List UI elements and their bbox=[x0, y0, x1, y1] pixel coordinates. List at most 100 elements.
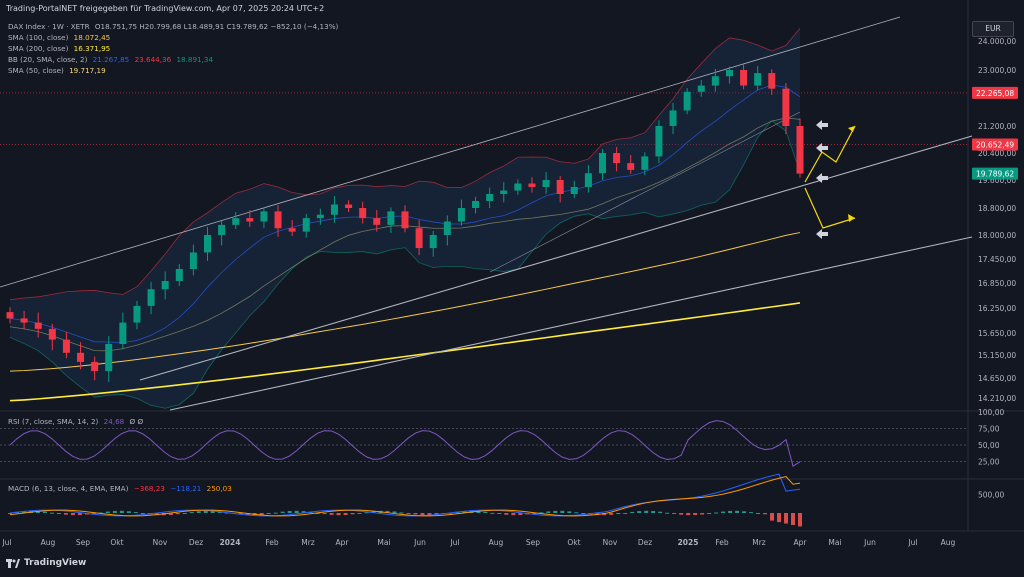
price-tick-label: 15.150,00 bbox=[978, 351, 1016, 360]
macd-histogram-bar bbox=[357, 513, 362, 514]
macd-histogram-bar bbox=[140, 513, 145, 514]
macd-histogram-bar bbox=[406, 513, 411, 514]
macd-histogram-bar bbox=[707, 513, 712, 514]
candle-body bbox=[683, 91, 691, 111]
rsi-tick-label: 25,00 bbox=[978, 458, 1000, 467]
sma200-line bbox=[9, 302, 801, 402]
time-tick-label: Aug bbox=[489, 538, 504, 547]
candle-body bbox=[570, 187, 578, 194]
price-badge-label: 20.652,49 bbox=[976, 140, 1014, 149]
macd-signal-line bbox=[9, 475, 801, 517]
macd-histogram-bar bbox=[532, 513, 537, 514]
time-tick-label: Nov bbox=[153, 538, 168, 547]
macd-histogram-bar bbox=[35, 510, 40, 513]
candle-body bbox=[669, 110, 677, 126]
price-badge-label: 22.265,08 bbox=[976, 89, 1014, 98]
inner-trend-line bbox=[489, 111, 801, 273]
macd-histogram-bar bbox=[294, 510, 299, 513]
macd-histogram-bar bbox=[280, 511, 285, 513]
price-tick-label: 16.850,00 bbox=[978, 279, 1016, 288]
macd-histogram-bar bbox=[203, 510, 208, 513]
time-tick-label: Sep bbox=[76, 538, 90, 547]
bb-lower-line bbox=[9, 120, 801, 409]
macd-histogram-bar bbox=[497, 513, 502, 514]
macd-histogram-bar bbox=[238, 513, 243, 515]
candle-body bbox=[232, 218, 240, 225]
macd-histogram-bar bbox=[616, 513, 621, 515]
candle-body bbox=[246, 218, 254, 222]
left-arrow-icon bbox=[816, 173, 828, 183]
channel-bottom-line bbox=[169, 236, 973, 411]
candle-body bbox=[782, 88, 790, 126]
currency-button[interactable]: EUR bbox=[972, 21, 1014, 37]
candle-body bbox=[528, 183, 536, 187]
candle-body bbox=[6, 312, 14, 319]
macd-histogram-bar bbox=[784, 513, 789, 524]
time-tick-label: 2024 bbox=[220, 538, 241, 547]
macd-histogram-bar bbox=[763, 513, 768, 515]
macd-histogram-bar bbox=[462, 511, 467, 513]
left-arrow-icon bbox=[816, 143, 828, 153]
left-arrow-icon bbox=[816, 120, 828, 130]
time-tick-label: Apr bbox=[794, 538, 808, 547]
macd-histogram-bar bbox=[77, 513, 82, 516]
price-tick-label: 24.000,00 bbox=[978, 37, 1016, 46]
price-badge bbox=[972, 167, 1018, 180]
time-tick-label: Jun bbox=[413, 538, 426, 547]
macd-histogram-bar bbox=[665, 512, 670, 514]
macd-legend: MACD (6, 13, close, 4, EMA, EMA) −368,23… bbox=[8, 484, 232, 493]
macd-histogram-bar bbox=[623, 512, 628, 514]
macd-histogram-bar bbox=[336, 513, 341, 516]
candle-body bbox=[457, 208, 465, 222]
candle-body bbox=[218, 224, 226, 235]
symbol-line: DAX Index · 1W · XETR O18.751,75 H20.799… bbox=[8, 22, 338, 31]
price-tick-label: 17.450,00 bbox=[978, 255, 1016, 264]
time-tick-label: Jul bbox=[907, 538, 917, 547]
macd-histogram-bar bbox=[315, 513, 320, 514]
macd-histogram-bar bbox=[553, 510, 558, 513]
time-tick-label: Feb bbox=[715, 538, 729, 547]
macd-hist-value: −368,23 bbox=[133, 484, 165, 493]
sma50-label: SMA (50, close) bbox=[8, 66, 64, 75]
candle-body bbox=[204, 235, 211, 253]
candle-body bbox=[599, 153, 606, 174]
macd-histogram-bar bbox=[105, 511, 110, 513]
sma100-legend: SMA (100, close) 18.072,45 bbox=[8, 33, 110, 42]
candle-body bbox=[740, 70, 748, 86]
symbol-label: DAX Index · 1W · XETR bbox=[8, 22, 90, 31]
candle-body bbox=[655, 126, 663, 157]
candle-body bbox=[359, 208, 367, 219]
macd-histogram-bar bbox=[700, 513, 705, 515]
bb-label: BB (20, SMA, close, 2) bbox=[8, 55, 88, 64]
candle-body bbox=[429, 235, 437, 249]
macd-signal-value: 250,03 bbox=[206, 484, 232, 493]
macd-histogram-bar bbox=[651, 511, 656, 513]
macd-histogram-bar bbox=[518, 513, 523, 516]
macd-histogram-bar bbox=[63, 513, 68, 515]
macd-histogram-bar bbox=[721, 511, 726, 513]
price-tick-label: 18.000,00 bbox=[978, 231, 1016, 240]
rsi-tick-label: 75,00 bbox=[978, 425, 1000, 434]
macd-histogram-bar bbox=[287, 510, 292, 513]
time-tick-label: Mrz bbox=[301, 538, 315, 547]
macd-histogram-bar bbox=[483, 511, 488, 513]
rsi-line bbox=[9, 420, 801, 467]
macd-label: MACD (6, 13, close, 4, EMA, EMA) bbox=[8, 484, 129, 493]
bb-legend: BB (20, SMA, close, 2) 21.267,85 23.644,… bbox=[8, 55, 213, 64]
macd-tick-label: 500,00 bbox=[978, 491, 1004, 500]
channel-top-line bbox=[0, 16, 901, 288]
bull-arrow-head-icon bbox=[848, 126, 855, 132]
time-tick-label: Jun bbox=[863, 538, 876, 547]
tradingview-logo[interactable]: TradingView bbox=[6, 558, 86, 568]
price-tick-label: 15.650,00 bbox=[978, 329, 1016, 338]
macd-histogram-bar bbox=[637, 511, 642, 513]
publisher-line: Trading-PortalNET freigegeben für Tradin… bbox=[6, 4, 325, 13]
bear-projection-line bbox=[804, 187, 856, 229]
macd-histogram-bar bbox=[154, 513, 159, 515]
candle-body bbox=[711, 76, 719, 86]
candle-body bbox=[345, 204, 353, 208]
candle-body bbox=[486, 194, 494, 201]
